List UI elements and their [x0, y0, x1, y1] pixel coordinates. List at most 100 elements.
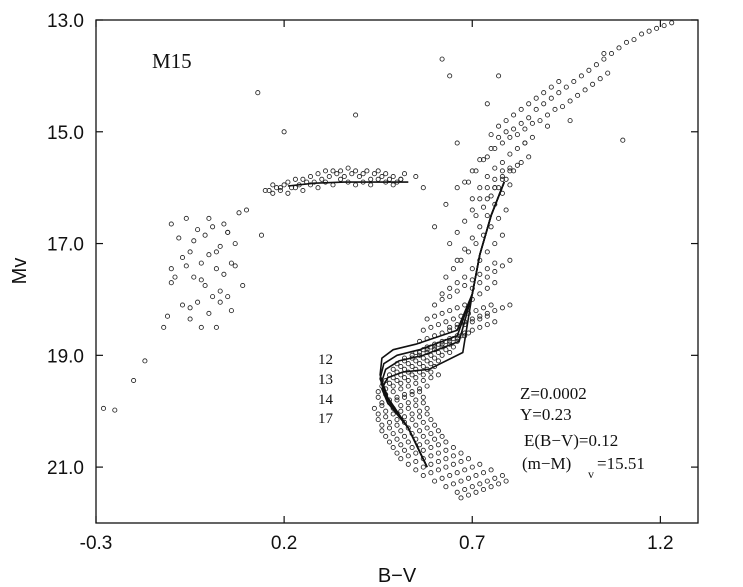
star-point — [435, 358, 441, 364]
x-axis-title: B−V — [378, 565, 417, 587]
star-point — [473, 308, 479, 314]
star-point — [432, 355, 438, 361]
star-point — [270, 182, 276, 188]
star-point — [484, 196, 490, 202]
star-point — [432, 224, 438, 230]
star-point — [507, 182, 513, 188]
star-point — [368, 182, 374, 188]
star-point — [563, 84, 569, 90]
star-point — [232, 263, 238, 269]
star-point — [432, 302, 438, 308]
star-point — [428, 369, 434, 375]
star-point — [435, 442, 441, 448]
star-point — [661, 23, 667, 29]
star-point — [420, 327, 426, 333]
star-point — [492, 268, 498, 275]
star-point — [413, 375, 419, 381]
star-point — [488, 302, 494, 308]
star-point — [443, 464, 449, 470]
star-point — [499, 159, 505, 166]
star-point — [601, 50, 607, 57]
star-point — [529, 134, 535, 140]
star-point — [390, 366, 396, 372]
star-point — [669, 20, 675, 26]
star-point — [398, 386, 404, 392]
star-point — [420, 355, 426, 361]
star-point — [187, 249, 193, 255]
y-tick-label: 21.0 — [47, 458, 84, 479]
star-point — [112, 407, 118, 413]
star-point — [518, 120, 524, 126]
star-point — [409, 363, 415, 370]
star-point — [217, 243, 223, 249]
star-point — [330, 168, 336, 174]
star-point — [183, 263, 189, 269]
star-point — [379, 422, 385, 428]
star-point — [499, 263, 505, 269]
star-point — [409, 417, 415, 423]
star-point — [447, 308, 453, 314]
star-point — [168, 221, 174, 227]
star-point — [492, 280, 498, 286]
isochrone-age-labels: 12 13 14 17 — [318, 352, 334, 427]
star-point — [597, 76, 603, 82]
star-point — [477, 224, 483, 230]
star-point — [221, 221, 227, 227]
star-point — [541, 101, 547, 107]
star-point — [484, 173, 490, 180]
star-point — [394, 417, 400, 423]
star-point — [338, 168, 344, 174]
star-point — [450, 481, 456, 487]
star-point — [270, 190, 276, 196]
star-point — [386, 419, 393, 425]
star-point — [236, 210, 242, 216]
star-point — [496, 123, 502, 129]
axis-ticks — [95, 19, 698, 523]
star-point — [443, 319, 449, 325]
star-point — [439, 352, 445, 358]
star-point — [413, 173, 419, 180]
star-point — [469, 168, 475, 174]
star-point — [243, 207, 250, 213]
star-point — [401, 433, 408, 439]
star-point — [206, 310, 212, 316]
age-label: 12 — [318, 352, 333, 368]
star-point — [507, 165, 513, 171]
star-point — [213, 324, 219, 330]
star-point — [480, 204, 487, 210]
star-point — [424, 411, 430, 417]
star-point — [383, 171, 389, 177]
star-point — [469, 316, 475, 322]
star-point — [488, 132, 494, 138]
star-point — [465, 456, 472, 462]
star-point — [413, 358, 419, 364]
star-point — [484, 213, 490, 219]
star-point — [424, 439, 430, 445]
star-point — [401, 414, 408, 420]
star-point — [424, 316, 430, 322]
star-point — [488, 193, 494, 199]
star-point — [492, 165, 498, 171]
star-point — [398, 380, 404, 386]
star-point — [401, 391, 408, 398]
star-point — [401, 171, 408, 177]
star-point — [477, 280, 483, 286]
param-text: Z=0.0002 — [520, 384, 587, 403]
star-point — [435, 458, 441, 465]
age-label: 13 — [318, 372, 333, 388]
star-point — [503, 118, 509, 124]
star-point — [450, 266, 456, 272]
star-point — [507, 151, 513, 157]
star-point — [390, 182, 396, 188]
star-point — [435, 467, 441, 473]
star-point — [432, 313, 438, 319]
star-point — [447, 73, 453, 79]
star-point — [285, 179, 291, 185]
isochrone-lines — [287, 181, 505, 468]
star-point — [191, 238, 197, 244]
star-point — [420, 464, 426, 470]
star-point — [383, 408, 389, 414]
star-point — [420, 447, 426, 453]
star-point — [477, 324, 483, 330]
star-point — [507, 134, 513, 140]
